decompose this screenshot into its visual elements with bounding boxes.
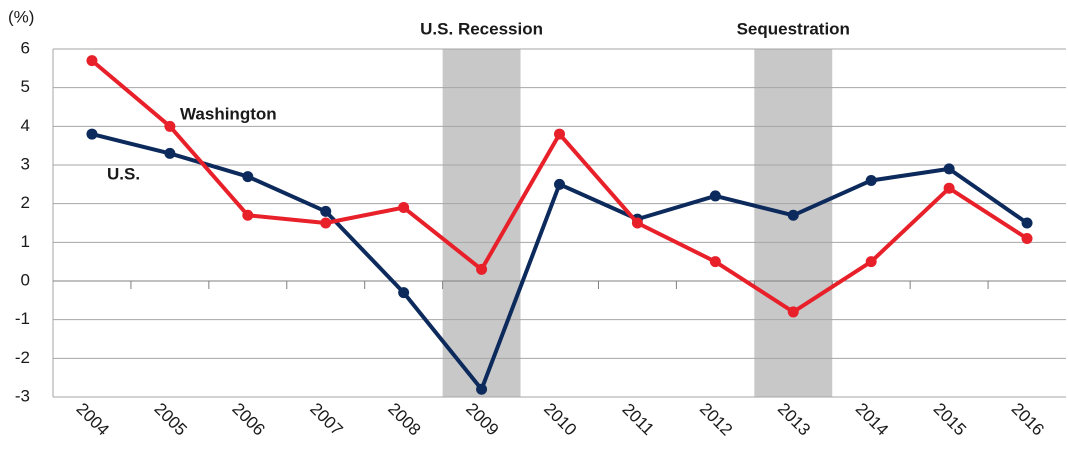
data-point	[242, 171, 254, 183]
x-tick-label: 2008	[384, 399, 424, 439]
y-tick-label: -2	[15, 348, 30, 367]
annotation: U.S. Recession	[420, 19, 543, 38]
data-point	[242, 209, 254, 221]
x-tick-label: 2014	[852, 399, 892, 439]
x-tick-label: 2006	[228, 399, 268, 439]
data-point	[787, 209, 799, 221]
series-label: U.S.	[107, 164, 140, 183]
y-axis-label: (%)	[8, 7, 34, 26]
data-point	[865, 174, 877, 186]
data-point	[86, 55, 98, 67]
shaded-period	[754, 49, 833, 397]
y-tick-label: 0	[21, 270, 30, 289]
data-point	[476, 263, 488, 275]
data-point	[943, 163, 955, 175]
data-point	[709, 256, 721, 268]
data-point	[398, 287, 410, 299]
series-line	[91, 132, 1029, 392]
data-point	[943, 182, 955, 194]
data-point	[1021, 232, 1033, 244]
x-tick-label: 2010	[540, 399, 580, 439]
data-point	[320, 217, 332, 229]
y-tick-label: 6	[21, 38, 30, 57]
y-tick-label: 4	[21, 116, 30, 135]
data-point	[554, 178, 565, 190]
data-point	[631, 217, 643, 229]
data-point	[554, 128, 565, 140]
x-tick-label: 2012	[696, 399, 736, 439]
data-point	[86, 128, 98, 140]
x-tick-label: 2005	[151, 399, 191, 439]
series-label: Washington	[180, 104, 277, 123]
data-point	[320, 205, 332, 217]
x-tick-label: 2015	[930, 399, 970, 439]
data-point	[476, 383, 488, 395]
y-tick-label: 1	[21, 232, 30, 251]
x-tick-label: 2007	[306, 399, 346, 439]
x-tick-label: 2013	[774, 399, 814, 439]
y-tick-label: -1	[15, 309, 30, 328]
x-tick-label: 2009	[462, 399, 502, 439]
annotation: Sequestration	[737, 19, 850, 38]
data-point	[398, 202, 410, 214]
data-point	[865, 256, 877, 268]
y-tick-label: -3	[15, 386, 30, 405]
data-point	[164, 147, 176, 159]
data-point	[164, 120, 176, 132]
x-tick-label: 2016	[1008, 399, 1048, 439]
data-point	[709, 190, 721, 202]
x-tick-label: 2004	[73, 399, 113, 439]
data-point	[787, 306, 799, 318]
y-tick-label: 5	[21, 77, 30, 96]
x-tick-label: 2011	[618, 400, 657, 439]
y-tick-label: 2	[21, 193, 30, 212]
y-tick-label: 3	[21, 154, 30, 173]
data-point	[1021, 217, 1033, 229]
